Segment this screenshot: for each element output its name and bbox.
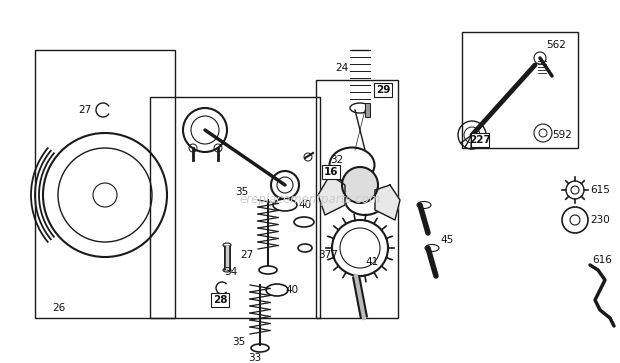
Bar bbox=[471, 133, 489, 147]
Text: 227: 227 bbox=[469, 135, 491, 145]
Text: 35: 35 bbox=[235, 187, 248, 197]
Text: 45: 45 bbox=[440, 235, 453, 245]
Polygon shape bbox=[318, 175, 345, 215]
Text: 33: 33 bbox=[249, 353, 262, 363]
Text: 26: 26 bbox=[52, 303, 65, 313]
Text: 592: 592 bbox=[552, 130, 572, 140]
Text: 32: 32 bbox=[330, 155, 343, 165]
Text: 40: 40 bbox=[285, 285, 298, 295]
Text: 616: 616 bbox=[592, 255, 612, 265]
Text: 34: 34 bbox=[224, 267, 237, 277]
Text: 28: 28 bbox=[213, 295, 228, 305]
Bar bbox=[365, 103, 370, 117]
Text: 27: 27 bbox=[78, 105, 91, 115]
Bar bbox=[150, 97, 320, 318]
Text: ereplacementparts.com: ereplacementparts.com bbox=[239, 193, 381, 207]
Text: 377: 377 bbox=[318, 250, 338, 260]
Bar bbox=[35, 50, 175, 318]
Text: 230: 230 bbox=[590, 215, 609, 225]
Text: 27: 27 bbox=[240, 250, 253, 260]
Bar bbox=[374, 83, 392, 97]
Polygon shape bbox=[375, 185, 400, 220]
Text: 29: 29 bbox=[376, 85, 390, 95]
Circle shape bbox=[342, 167, 378, 203]
Text: 16: 16 bbox=[324, 167, 339, 177]
Text: 40: 40 bbox=[298, 200, 311, 210]
Text: 562: 562 bbox=[546, 40, 566, 50]
Bar bbox=[322, 165, 340, 179]
Text: 24: 24 bbox=[335, 63, 348, 73]
Bar bbox=[211, 293, 229, 307]
Bar bbox=[462, 32, 578, 148]
Text: 35: 35 bbox=[232, 337, 245, 347]
Text: 41: 41 bbox=[365, 257, 378, 267]
Bar bbox=[316, 80, 398, 318]
Text: 615: 615 bbox=[590, 185, 610, 195]
